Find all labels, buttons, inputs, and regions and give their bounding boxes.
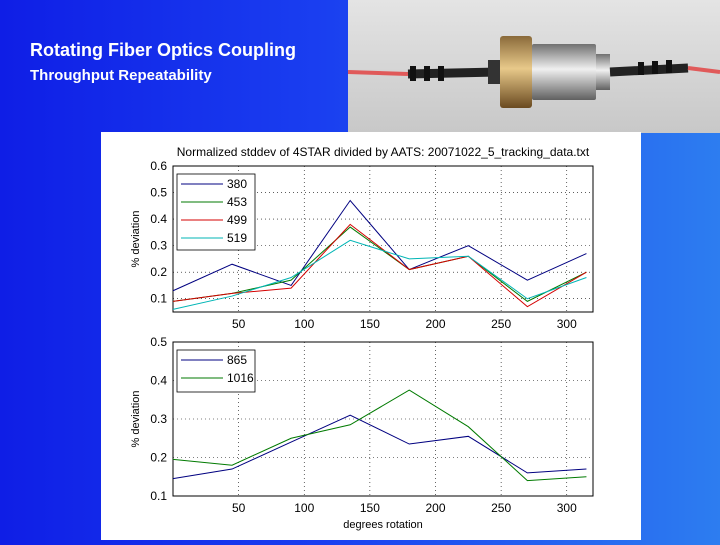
y-tick-label: 0.3 (150, 239, 167, 253)
x-tick-label: 150 (360, 501, 380, 515)
y-tick-label: 0.2 (150, 265, 167, 279)
series-line-1016 (172, 389, 587, 482)
fiber-rotary-joint-icon (347, 0, 720, 133)
y-tick-label: 0.4 (150, 212, 167, 226)
y-axis-label: % deviation (130, 391, 142, 448)
matlab-figure: 50 100 150 200 250 300 0.1 0.2 0.3 0.4 0.5 0.6 380 45… (101, 132, 641, 540)
x-tick-label: 50 (232, 317, 246, 331)
legend-box (176, 173, 256, 251)
y-tick-label: 0.1 (150, 292, 167, 306)
x-tick-label: 250 (491, 501, 511, 515)
y-tick-label: 0.3 (150, 412, 167, 426)
legend-label: 499 (227, 213, 247, 227)
series-line-519 (172, 239, 587, 310)
legend-label: 453 (227, 195, 247, 209)
legend-box (176, 349, 256, 393)
x-tick-label: 100 (294, 317, 314, 331)
x-tick-label: 200 (425, 317, 445, 331)
series-line-453 (172, 226, 587, 302)
y-tick-label: 0.5 (150, 335, 167, 349)
x-tick-label: 150 (360, 317, 380, 331)
chart-title: Normalized stddev of 4STAR divided by AA… (177, 145, 590, 159)
x-tick-label: 100 (294, 501, 314, 515)
y-tick-label: 0.5 (150, 186, 167, 200)
slide-title: Rotating Fiber Optics Coupling (30, 40, 296, 60)
y-axis-label: % deviation (130, 211, 142, 268)
legend-label: 1016 (227, 371, 254, 385)
legend-label: 519 (227, 231, 247, 245)
x-tick-label: 200 (425, 501, 445, 515)
x-tick-label: 300 (557, 317, 577, 331)
series-line-865 (172, 414, 587, 480)
y-tick-label: 0.6 (150, 159, 167, 173)
chart-svg: 50 100 150 200 250 300 0.1 0.2 0.3 0.4 0.5 0.6 380 45… (130, 145, 594, 531)
y-tick-label: 0.4 (150, 374, 167, 388)
fiber-coupling-photo (347, 0, 720, 133)
x-axis-label: degrees rotation (343, 519, 423, 531)
legend-label: 380 (227, 177, 247, 191)
x-tick-label: 300 (557, 501, 577, 515)
series-line-380 (172, 199, 587, 292)
legend-label: 865 (227, 353, 247, 367)
x-tick-label: 50 (232, 501, 246, 515)
slide-subtitle: Throughput Repeatability (30, 67, 212, 84)
x-tick-label: 250 (491, 317, 511, 331)
y-tick-label: 0.2 (150, 451, 167, 465)
y-tick-label: 0.1 (150, 489, 167, 503)
